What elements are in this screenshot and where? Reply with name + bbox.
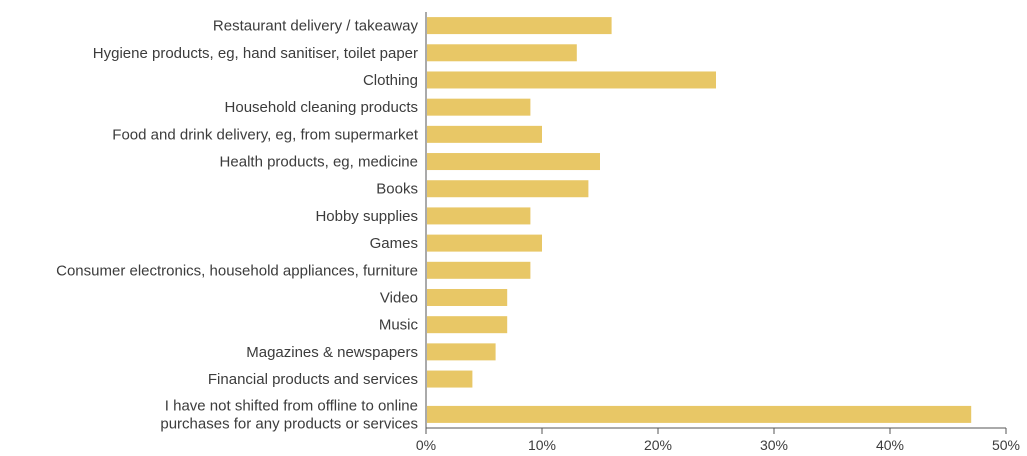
category-label-11: Music (379, 317, 419, 334)
category-label-11-line-0: Music (379, 317, 419, 334)
category-label-4: Food and drink delivery, eg, from superm… (112, 126, 419, 143)
bar-3 (427, 98, 531, 116)
category-labels: Restaurant delivery / takeaway Hygiene pr… (56, 18, 419, 433)
category-label-9: Consumer electronics, household applianc… (56, 262, 418, 279)
bar-11 (427, 316, 508, 334)
category-label-7-line-0: Hobby supplies (315, 208, 418, 225)
x-tick-label-2: 20% (644, 437, 672, 453)
category-label-4-line-0: Food and drink delivery, eg, from superm… (112, 126, 419, 143)
category-label-0-line-0: Restaurant delivery / takeaway (213, 18, 419, 35)
category-label-1-line-0: Hygiene products, eg, hand sanitiser, to… (93, 45, 418, 62)
bar-13 (427, 370, 473, 388)
category-label-5-line-0: Health products, eg, medicine (220, 154, 418, 171)
x-tick-label-1: 10% (528, 437, 556, 453)
category-label-14-line-1: purchases for any products or services (160, 415, 418, 432)
bar-6 (427, 180, 589, 198)
category-label-12: Magazines & newspapers (246, 344, 418, 361)
bar-10 (427, 288, 508, 306)
bar-9 (427, 261, 531, 279)
bar-7 (427, 207, 531, 225)
category-label-5: Health products, eg, medicine (220, 154, 418, 171)
bar-2 (427, 71, 716, 89)
category-label-2: Clothing (363, 72, 418, 89)
x-tick-label-0: 0% (416, 437, 436, 453)
category-label-6-line-0: Books (376, 181, 418, 198)
category-label-3: Household cleaning products (225, 99, 418, 116)
category-label-8-line-0: Games (370, 235, 418, 252)
category-label-14: I have not shifted from offline to onlin… (160, 397, 418, 432)
category-label-7: Hobby supplies (315, 208, 418, 225)
category-label-9-line-0: Consumer electronics, household applianc… (56, 262, 418, 279)
bars-group (427, 17, 972, 423)
bar-1 (427, 44, 577, 62)
x-tick-label-4: 40% (876, 437, 904, 453)
category-label-13-line-0: Financial products and services (208, 371, 418, 388)
category-label-3-line-0: Household cleaning products (225, 99, 418, 116)
bar-4 (427, 125, 542, 143)
x-tick-label-3: 30% (760, 437, 788, 453)
category-label-10-line-0: Video (380, 289, 418, 306)
bar-8 (427, 234, 542, 252)
bar-0 (427, 17, 612, 35)
category-label-2-line-0: Clothing (363, 72, 418, 89)
category-label-1: Hygiene products, eg, hand sanitiser, to… (93, 45, 418, 62)
category-label-0: Restaurant delivery / takeaway (213, 18, 419, 35)
bar-12 (427, 343, 496, 361)
category-label-10: Video (380, 289, 418, 306)
category-label-14-line-0: I have not shifted from offline to onlin… (165, 397, 418, 414)
category-label-13: Financial products and services (208, 371, 418, 388)
bar-14 (427, 405, 972, 423)
x-axis-ticks: 0% 10% 20% 30% 40% 50% (416, 428, 1020, 453)
category-label-12-line-0: Magazines & newspapers (246, 344, 418, 361)
bar-5 (427, 153, 600, 171)
category-label-8: Games (370, 235, 418, 252)
category-label-6: Books (376, 181, 418, 198)
x-tick-label-5: 50% (992, 437, 1020, 453)
